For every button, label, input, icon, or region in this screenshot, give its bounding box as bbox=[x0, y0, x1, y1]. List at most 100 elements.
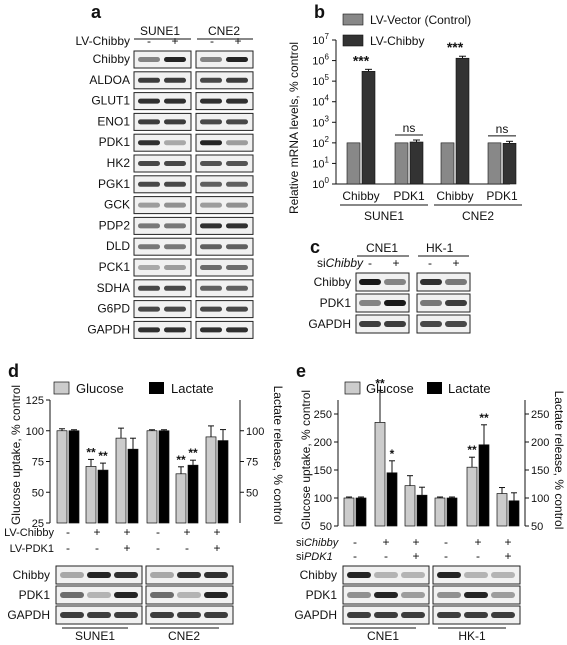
blot-strip bbox=[145, 585, 234, 605]
y-tick-label-left: 50 bbox=[32, 487, 44, 499]
sign: + bbox=[392, 256, 399, 270]
blot-strip bbox=[195, 279, 254, 298]
panel-c-blots: Chibby PDK1 GAPDH bbox=[308, 272, 471, 334]
blot-band bbox=[226, 306, 248, 312]
blot-band bbox=[138, 285, 160, 291]
blot-band bbox=[200, 119, 222, 125]
blot-strip bbox=[416, 314, 471, 334]
blot-band bbox=[177, 572, 201, 578]
blot-row-label: PDP2 bbox=[99, 218, 131, 232]
blot-band bbox=[445, 321, 467, 327]
blot-row-label: HK2 bbox=[107, 156, 131, 170]
legend-label-chibby: LV-Chibby bbox=[370, 34, 424, 48]
cell-line-sune1: SUNE1 bbox=[140, 24, 180, 38]
blot-row-label: Chibby bbox=[314, 275, 351, 289]
blot-band bbox=[384, 279, 406, 285]
blot-row-label: Chibby bbox=[13, 568, 50, 582]
blot-strip bbox=[133, 50, 192, 69]
blot-band bbox=[138, 98, 160, 104]
blot-band bbox=[60, 612, 84, 618]
blot-strip bbox=[133, 279, 192, 298]
sign: + bbox=[123, 525, 130, 539]
panel-a-label: a bbox=[91, 2, 102, 22]
blot-strip bbox=[195, 216, 254, 235]
legend-swatch-glucose bbox=[344, 381, 361, 395]
blot-row-label: GAPDH bbox=[87, 322, 130, 336]
legend-label-vector: LV-Vector (Control) bbox=[370, 13, 471, 27]
blot-band bbox=[164, 181, 186, 187]
significance-label: ** bbox=[86, 445, 96, 459]
row-label-sichibby: siChibby bbox=[296, 537, 340, 549]
significance-label: ** bbox=[188, 446, 198, 460]
blot-band bbox=[226, 161, 248, 166]
panel-d: Glucose Lactate Glucose uptake, % contro… bbox=[4, 381, 285, 643]
panel-b-label: b bbox=[314, 2, 325, 22]
row-label-lv-chibby: LV-Chibby bbox=[4, 527, 54, 539]
significance-label: ** bbox=[375, 376, 385, 390]
y-tick-label: 102 bbox=[312, 135, 329, 150]
blot-band bbox=[226, 77, 248, 83]
significance-label: ns bbox=[403, 121, 416, 135]
y-tick-label-right: 150 bbox=[531, 465, 549, 477]
blot-band bbox=[347, 612, 371, 618]
blot-band bbox=[420, 279, 442, 285]
bar bbox=[440, 142, 455, 185]
blot-band bbox=[138, 265, 160, 270]
sign: - bbox=[444, 549, 448, 563]
blot-strip bbox=[195, 258, 254, 277]
blot-band bbox=[164, 223, 186, 229]
y-tick-label-left: 100 bbox=[26, 426, 44, 438]
treatment-prefix: si bbox=[317, 256, 326, 270]
blot-band bbox=[401, 592, 425, 598]
blot-strip bbox=[432, 565, 521, 585]
blot-band bbox=[204, 572, 228, 578]
blot-band bbox=[164, 327, 186, 333]
blot-band bbox=[491, 572, 515, 578]
bar bbox=[217, 440, 229, 524]
blot-strip bbox=[416, 293, 471, 313]
blot-band bbox=[226, 223, 248, 229]
y-tick-label: 107 bbox=[312, 32, 329, 47]
blot-row-label: GAPDH bbox=[7, 608, 50, 622]
panel-c-label: c bbox=[310, 237, 320, 257]
blot-band bbox=[359, 321, 381, 327]
bar bbox=[386, 472, 398, 527]
sign: - bbox=[353, 549, 357, 563]
blot-band bbox=[200, 161, 222, 166]
blot-strip bbox=[133, 216, 192, 235]
sign: + bbox=[213, 541, 220, 555]
blot-row-label: PCK1 bbox=[99, 260, 131, 274]
blot-band bbox=[445, 279, 467, 285]
sign: - bbox=[353, 535, 357, 549]
blot-band bbox=[347, 572, 371, 578]
treatment-prefix: si bbox=[296, 537, 304, 549]
blot-band bbox=[491, 592, 515, 598]
treatment-prefix: si bbox=[296, 551, 304, 563]
blot-band bbox=[437, 572, 461, 578]
treatment-gene: Chibby bbox=[326, 256, 364, 270]
blot-strip bbox=[195, 71, 254, 90]
blot-band bbox=[491, 612, 515, 618]
blot-strip bbox=[195, 196, 254, 215]
blot-strip bbox=[355, 293, 410, 313]
bar bbox=[434, 497, 446, 527]
legend-swatch-vector bbox=[342, 13, 364, 26]
sign: + bbox=[234, 34, 241, 48]
blot-band bbox=[164, 57, 186, 62]
blot-band bbox=[401, 612, 425, 618]
sign: - bbox=[66, 525, 70, 539]
cell-line-cne1: CNE1 bbox=[367, 629, 399, 643]
row-label-lv-pdk1: LV-PDK1 bbox=[10, 543, 54, 555]
row-label-sipdk1: siPDK1 bbox=[296, 551, 333, 563]
panel-e-label: e bbox=[296, 361, 306, 381]
blot-band bbox=[464, 612, 488, 618]
blot-band bbox=[374, 612, 398, 618]
blot-strip bbox=[195, 92, 254, 111]
blot-band bbox=[200, 140, 222, 146]
blot-band bbox=[204, 612, 228, 618]
treatment-label: siChibby bbox=[317, 256, 364, 270]
blot-band bbox=[200, 244, 222, 250]
sign: - bbox=[156, 541, 160, 555]
